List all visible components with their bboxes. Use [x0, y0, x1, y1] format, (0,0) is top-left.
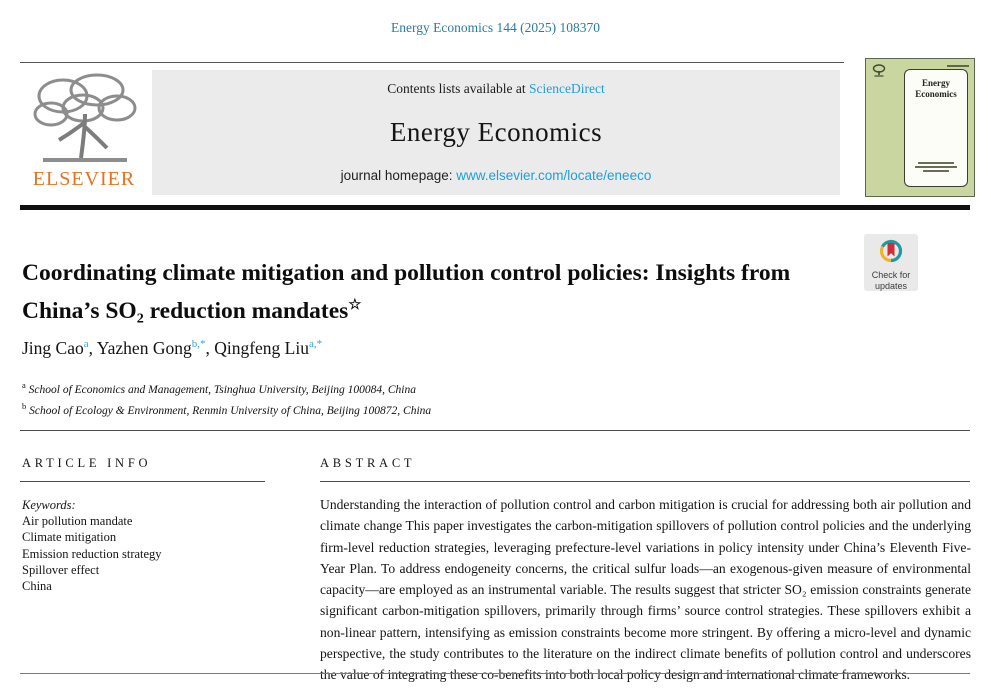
cover-journal-title: Energy Economics	[915, 78, 957, 99]
sciencedirect-link[interactable]: ScienceDirect	[529, 81, 605, 96]
keyword-item: Spillover effect	[22, 562, 100, 577]
article-info-heading: ARTICLE INFO	[22, 456, 152, 470]
author-name: Yazhen Gong	[96, 338, 192, 358]
crossmark-icon	[879, 239, 903, 263]
affiliation-line: a School of Economics and Management, Ts…	[22, 380, 417, 396]
check-for-updates-label: Check for updates	[871, 270, 911, 291]
cover-issn-bar	[947, 65, 969, 67]
journal-citation-link[interactable]: Energy Economics 144 (2025) 108370	[391, 20, 600, 35]
contents-line: Contents lists available at ScienceDirec…	[387, 81, 604, 97]
cover-footer-text-bars	[915, 160, 957, 174]
author-byline: Jing Caoa, Yazhen Gongb,*, Qingfeng Liua…	[22, 338, 322, 359]
masthead-banner: Contents lists available at ScienceDirec…	[152, 70, 840, 195]
homepage-prefix: journal homepage:	[340, 168, 457, 183]
keyword-item: China	[22, 579, 52, 594]
abstract-underline	[320, 481, 970, 482]
elsevier-logo[interactable]: ELSEVIER	[20, 70, 148, 195]
elsevier-wordmark: ELSEVIER	[32, 168, 136, 190]
author-separator: ,	[88, 338, 97, 358]
author-name: Jing Cao	[22, 338, 84, 358]
article-title: Coordinating climate mitigation and poll…	[22, 260, 791, 324]
homepage-url-link[interactable]: www.elsevier.com/locate/eneeco	[456, 168, 652, 183]
keyword-item: Emission reduction strategy	[22, 546, 162, 561]
masthead-top-rule	[20, 62, 844, 63]
homepage-line: journal homepage: www.elsevier.com/locat…	[341, 168, 652, 183]
masthead-bottom-rule	[20, 205, 970, 210]
cover-inner-panel: Energy Economics	[904, 69, 968, 187]
cover-tree-icon	[872, 64, 886, 77]
affiliations-block: a School of Economics and Management, Ts…	[22, 377, 431, 419]
abstract-text: Understanding the interaction of polluti…	[320, 497, 971, 683]
author-name: Qingfeng Liu	[214, 338, 309, 358]
author-affiliation-sup[interactable]: b,*	[191, 338, 206, 351]
abstract-heading: ABSTRACT	[320, 456, 416, 470]
author-separator: ,	[205, 338, 215, 358]
keywords-block: Keywords: Air pollution mandate Climate …	[22, 497, 162, 594]
journal-title: Energy Economics	[389, 117, 603, 147]
check-for-updates-button[interactable]: Check for updates	[864, 234, 918, 291]
keyword-item: Air pollution mandate	[22, 514, 133, 529]
author-affiliation-sup[interactable]: a	[83, 338, 89, 351]
journal-cover-thumbnail[interactable]: Energy Economics	[865, 58, 975, 197]
title-footnote-star[interactable]: ☆	[348, 296, 362, 313]
keyword-item: Climate mitigation	[22, 530, 117, 545]
author-affiliation-sup[interactable]: a,*	[308, 338, 323, 351]
affiliation-line: b School of Ecology & Environment, Renmi…	[22, 400, 432, 417]
elsevier-tree-icon	[33, 73, 137, 162]
header-divider-rule	[20, 430, 970, 431]
footer-rule	[20, 673, 970, 674]
keywords-label: Keywords:	[22, 498, 76, 512]
contents-prefix: Contents lists available at	[387, 81, 529, 96]
article-info-underline	[20, 481, 265, 482]
